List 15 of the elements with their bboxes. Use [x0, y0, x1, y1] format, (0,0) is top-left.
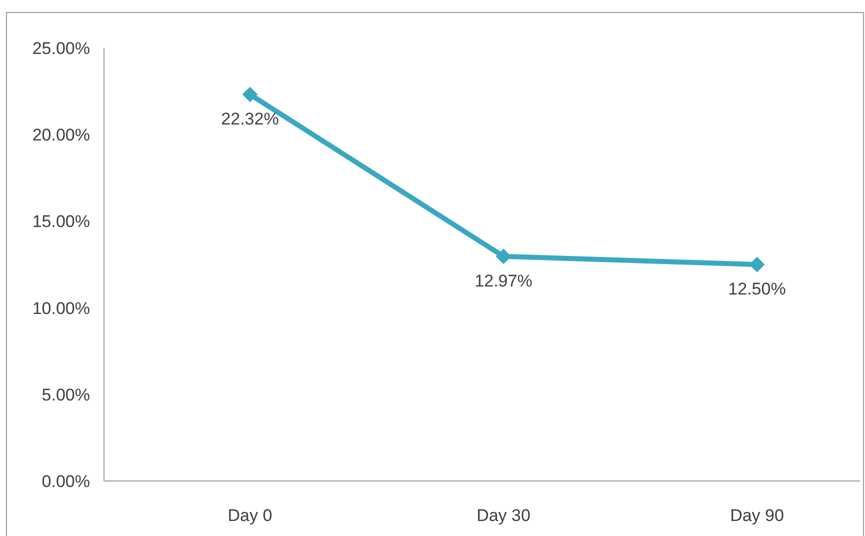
x-tick-label: Day 90 — [730, 506, 784, 526]
data-label: 12.97% — [474, 271, 532, 290]
x-tick-label: Day 30 — [476, 506, 530, 526]
point — [496, 248, 511, 264]
y-tick-label: 15.00% — [32, 212, 90, 232]
y-tick-label: 0.00% — [42, 472, 90, 492]
y-tick-label: 20.00% — [32, 126, 90, 145]
data-label: 12.50% — [728, 280, 786, 298]
x-tick-label: Day 0 — [228, 506, 272, 526]
y-tick-label: 5.00% — [42, 385, 90, 404]
point — [750, 257, 764, 272]
point — [242, 86, 258, 102]
y-tick-label: 25.00% — [32, 39, 90, 58]
data-label: 22.32% — [221, 109, 279, 128]
y-tick-label: 10.00% — [32, 298, 90, 318]
